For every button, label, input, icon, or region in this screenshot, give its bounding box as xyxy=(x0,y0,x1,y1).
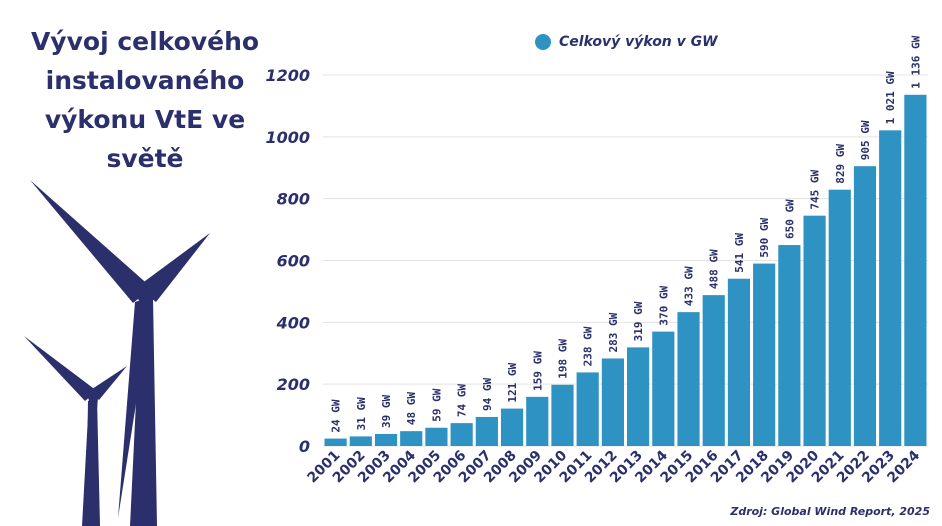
data-label: 121 GW xyxy=(506,362,519,402)
bar xyxy=(450,423,473,446)
y-tick-label: 200 xyxy=(277,375,310,394)
title-line-1: Vývoj celkového xyxy=(30,27,260,56)
bar xyxy=(400,431,423,446)
data-label: 905 GW xyxy=(859,120,872,160)
data-label: 159 GW xyxy=(531,351,544,391)
source-note: Zdroj: Global Wind Report, 2025 xyxy=(730,505,930,518)
data-label: 650 GW xyxy=(783,199,796,239)
bar xyxy=(601,358,624,446)
y-tick-label: 800 xyxy=(277,190,310,209)
title-line-4: světě xyxy=(106,144,184,173)
data-label: 541 GW xyxy=(733,233,746,273)
bar xyxy=(778,245,801,446)
data-label: 829 GW xyxy=(834,144,847,184)
bar xyxy=(374,433,398,446)
y-tick-label: 600 xyxy=(277,252,310,271)
y-tick-label: 0 xyxy=(299,437,310,456)
data-label: 39 GW xyxy=(380,394,393,427)
bar xyxy=(526,396,549,446)
bar xyxy=(576,372,599,446)
data-label: 488 GW xyxy=(708,249,721,289)
y-tick-label: 1000 xyxy=(265,128,310,147)
data-label: 319 GW xyxy=(632,301,645,341)
data-label: 238 GW xyxy=(582,326,595,366)
bar xyxy=(349,436,372,446)
data-label: 48 GW xyxy=(405,392,418,425)
legend-marker xyxy=(535,34,551,50)
bar xyxy=(475,416,498,446)
data-label: 74 GW xyxy=(456,384,469,417)
bar xyxy=(324,438,347,446)
wind-turbines-illustration xyxy=(24,180,210,526)
bar xyxy=(425,427,448,446)
bar xyxy=(500,408,524,446)
bar xyxy=(702,295,725,446)
data-label: 370 GW xyxy=(657,285,670,325)
data-label: 1 136 GW xyxy=(909,35,922,88)
bar xyxy=(904,94,927,446)
data-label: 283 GW xyxy=(607,312,620,352)
bar xyxy=(677,312,700,446)
data-label: 433 GW xyxy=(683,266,696,306)
data-label: 590 GW xyxy=(758,217,771,257)
data-label: 1 021 GW xyxy=(884,71,897,124)
data-label: 94 GW xyxy=(481,377,494,410)
bar xyxy=(879,130,902,447)
bar xyxy=(803,215,826,446)
bar xyxy=(627,347,650,446)
bar xyxy=(853,166,877,446)
data-label: 31 GW xyxy=(355,397,368,430)
data-label: 745 GW xyxy=(809,170,822,210)
title-line-2: instalovaného xyxy=(45,66,245,95)
data-label: 198 GW xyxy=(556,339,569,379)
large-turbine-icon xyxy=(30,180,210,526)
bar xyxy=(551,384,574,446)
legend-label: Celkový výkon v GW xyxy=(559,34,718,50)
chart-legend: Celkový výkon v GW xyxy=(535,32,718,52)
bar xyxy=(828,189,851,446)
y-tick-label: 400 xyxy=(276,313,310,332)
title-line-3: výkonu VtE ve xyxy=(44,105,246,134)
small-turbine-icon xyxy=(24,336,127,526)
chart-title: Vývoj celkového instalovaného výkonu VtE… xyxy=(20,22,270,178)
y-tick-label: 1200 xyxy=(265,66,310,85)
data-label: 24 GW xyxy=(330,399,343,432)
bar xyxy=(727,278,751,446)
data-label: 59 GW xyxy=(430,388,443,421)
bar xyxy=(753,263,776,446)
bar xyxy=(652,331,675,446)
